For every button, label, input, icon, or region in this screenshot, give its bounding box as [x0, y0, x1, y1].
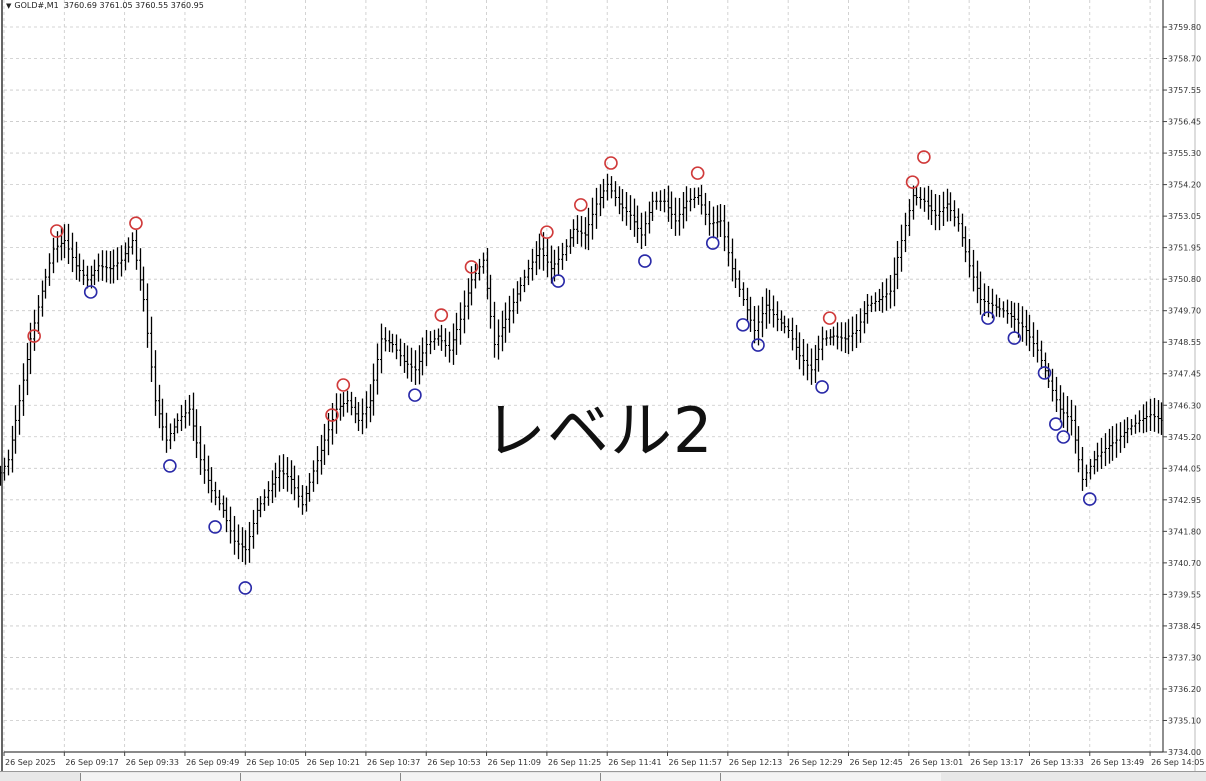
y-tick-label: 3753.05: [1168, 212, 1201, 221]
y-tick-label: 3741.80: [1168, 527, 1201, 536]
swing-low-marker: [208, 520, 222, 534]
chart-tab[interactable]: [400, 773, 601, 781]
x-tick-label: 26 Sep 09:17: [65, 758, 118, 767]
swing-low-marker: [981, 311, 995, 325]
price-axis: 3759.80 3758.70 3757.55 3756.45 3755.30 3754.…: [1162, 0, 1201, 771]
chart-tab[interactable]: [80, 773, 241, 781]
chart-tab[interactable]: [240, 773, 401, 781]
swing-low-marker: [1056, 430, 1071, 444]
swing-low-marker: [815, 380, 829, 394]
swing-high-marker: [905, 175, 920, 189]
y-tick-label: 3734.00: [1168, 748, 1201, 757]
x-tick-label: 26 Sep 12:29: [789, 758, 842, 767]
y-tick-label: 3737.30: [1168, 653, 1201, 662]
y-tick-label: 3754.20: [1168, 181, 1201, 190]
swing-high-marker: [129, 216, 143, 230]
swing-low-marker: [163, 459, 177, 473]
y-tick-label: 3735.10: [1168, 716, 1201, 725]
swing-high-marker: [822, 311, 837, 325]
grid: [1, 0, 1163, 771]
y-tick-label: 3744.05: [1168, 464, 1201, 473]
swing-low-marker: [1049, 417, 1063, 431]
swing-high-marker: [464, 260, 479, 274]
swing-low-marker: [1007, 331, 1022, 345]
swing-low-marker: [736, 318, 750, 332]
chart-tabs-bar: [0, 771, 1206, 781]
x-tick-label: 26 Sep 12:13: [729, 758, 782, 767]
swing-low-marker: [551, 274, 565, 288]
y-tick-label: 3749.70: [1168, 307, 1201, 316]
swing-low-marker: [238, 581, 253, 595]
y-tick-label: 3736.20: [1168, 685, 1201, 694]
chart-tab[interactable]: [720, 773, 941, 781]
swing-high-marker: [574, 198, 588, 212]
x-tick-label: 26 Sep 09:33: [126, 758, 179, 767]
x-tick-label: 26 Sep 11:25: [548, 758, 601, 767]
x-tick-label: 26 Sep 2025: [5, 758, 56, 767]
swing-high-marker: [27, 329, 41, 343]
y-tick-label: 3739.55: [1168, 590, 1201, 599]
y-tick-label: 3750.80: [1168, 275, 1201, 284]
swing-high-marker: [917, 150, 931, 164]
swing-high-marker: [690, 166, 705, 180]
x-tick-label: 26 Sep 10:05: [246, 758, 299, 767]
swing-high-marker: [325, 408, 339, 422]
x-tick-label: 26 Sep 09:49: [186, 758, 239, 767]
y-tick-label: 3746.30: [1168, 401, 1201, 410]
y-tick-label: 3759.80: [1168, 23, 1201, 32]
y-tick-label: 3747.45: [1168, 370, 1201, 379]
y-tick-label: 3751.95: [1168, 244, 1201, 253]
y-tick-label: 3758.70: [1168, 55, 1201, 64]
y-tick-label: 3756.45: [1168, 118, 1201, 127]
overlay-annotation: レベル2: [484, 394, 714, 467]
x-tick-label: 26 Sep 11:41: [608, 758, 661, 767]
swing-high-marker: [434, 308, 449, 322]
triangle-down-icon[interactable]: ▼: [6, 2, 12, 10]
ohlc-values: 3760.69 3761.05 3760.55 3760.95: [63, 1, 204, 10]
swing-high-marker: [336, 378, 351, 392]
y-tick-label: 3748.55: [1168, 338, 1201, 347]
y-tick-label: 3738.45: [1168, 622, 1201, 631]
x-tick-label: 26 Sep 11:09: [488, 758, 541, 767]
x-tick-label: 26 Sep 10:53: [427, 758, 480, 767]
swing-low-marker: [705, 236, 720, 250]
swing-low-marker: [751, 338, 765, 352]
y-tick-label: 3742.95: [1168, 496, 1201, 505]
x-tick-label: 26 Sep 11:57: [669, 758, 722, 767]
y-tick-label: 3755.30: [1168, 149, 1201, 158]
price-bars: [0, 173, 1163, 565]
swing-high-marker: [604, 156, 618, 170]
x-tick-label: 26 Sep 10:37: [367, 758, 420, 767]
x-tick-label: 26 Sep 13:49: [1091, 758, 1144, 767]
time-axis: 26 Sep 2025 26 Sep 09:17 26 Sep 09:33 26 Se…: [3, 751, 1204, 767]
swing-low-marker: [408, 388, 422, 402]
symbol-label: GOLD#,M1: [14, 1, 59, 10]
x-tick-label: 26 Sep 13:17: [970, 758, 1023, 767]
swing-low-marker: [83, 285, 98, 299]
y-tick-label: 3757.55: [1168, 86, 1201, 95]
swing-low-marker: [1037, 366, 1052, 380]
y-tick-label: 3740.70: [1168, 559, 1201, 568]
swing-markers: [27, 150, 1097, 595]
x-tick-label: 26 Sep 10:21: [307, 758, 360, 767]
x-tick-label: 26 Sep 12:45: [849, 758, 902, 767]
swing-low-marker: [1082, 492, 1097, 506]
swing-high-marker: [540, 225, 554, 239]
x-tick-label: 26 Sep 13:33: [1030, 758, 1083, 767]
chart-tab[interactable]: [600, 773, 721, 781]
y-tick-label: 3745.20: [1168, 433, 1201, 442]
swing-low-marker: [638, 254, 652, 268]
x-tick-label: 26 Sep 13:01: [910, 758, 963, 767]
swing-high-marker: [49, 224, 64, 238]
chart-header: ▼ GOLD#,M1 3760.69 3761.05 3760.55 3760.9…: [6, 1, 204, 10]
x-tick-label: 26 Sep 14:05: [1151, 758, 1204, 767]
